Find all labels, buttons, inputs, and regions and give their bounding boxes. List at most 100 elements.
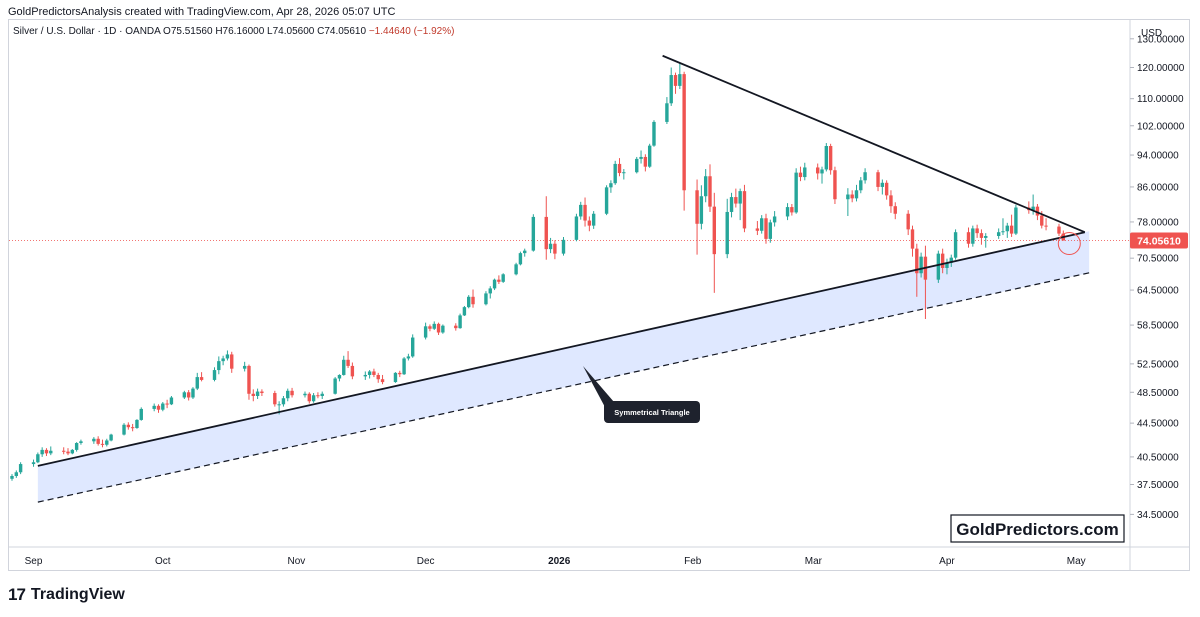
candle-up[interactable] xyxy=(1001,231,1005,233)
chart-frame[interactable] xyxy=(8,19,1190,571)
candle-up[interactable] xyxy=(949,257,953,263)
candle-up[interactable] xyxy=(501,274,505,282)
candle-up[interactable] xyxy=(105,440,109,445)
candle-down[interactable] xyxy=(583,204,587,221)
candle-up[interactable] xyxy=(488,288,492,294)
candle-up[interactable] xyxy=(561,239,566,254)
candle-down[interactable] xyxy=(734,197,738,204)
candle-up[interactable] xyxy=(18,464,23,473)
candle-down[interactable] xyxy=(910,229,915,249)
candle-up[interactable] xyxy=(669,75,673,104)
candle-up[interactable] xyxy=(492,279,497,289)
candle-down[interactable] xyxy=(471,296,475,305)
candle-up[interactable] xyxy=(402,358,406,375)
candle-down[interactable] xyxy=(273,393,277,405)
candle-down[interactable] xyxy=(893,206,897,214)
candle-down[interactable] xyxy=(755,228,760,231)
candle-down[interactable] xyxy=(850,194,854,199)
candle-up[interactable] xyxy=(984,235,988,238)
candle-up[interactable] xyxy=(703,176,708,197)
candle-down[interactable] xyxy=(130,427,135,429)
candle-up[interactable] xyxy=(191,388,195,398)
candle-up[interactable] xyxy=(919,256,923,274)
candle-up[interactable] xyxy=(699,196,704,224)
candle-down[interactable] xyxy=(544,216,548,250)
candle-up[interactable] xyxy=(462,307,467,316)
candle-down[interactable] xyxy=(372,371,376,375)
candle-up[interactable] xyxy=(342,359,346,375)
candle-up[interactable] xyxy=(863,172,867,181)
candle-up[interactable] xyxy=(622,172,626,174)
candle-down[interactable] xyxy=(884,182,889,196)
candle-down[interactable] xyxy=(708,176,712,207)
candle-down[interactable] xyxy=(966,232,971,244)
candle-down[interactable] xyxy=(712,206,717,255)
parallel-dashed-line[interactable] xyxy=(37,272,1090,503)
candle-down[interactable] xyxy=(1009,225,1014,234)
candle-up[interactable] xyxy=(665,103,669,122)
candle-up[interactable] xyxy=(574,216,579,240)
candle-down[interactable] xyxy=(380,379,385,383)
candle-up[interactable] xyxy=(759,218,764,231)
candle-down[interactable] xyxy=(350,365,355,377)
candle-up[interactable] xyxy=(36,454,40,463)
candle-up[interactable] xyxy=(135,419,139,429)
candle-down[interactable] xyxy=(695,190,699,224)
candle-up[interactable] xyxy=(647,145,652,167)
candle-up[interactable] xyxy=(74,443,79,450)
candle-down[interactable] xyxy=(816,167,820,174)
candle-up[interactable] xyxy=(79,441,83,444)
candle-down[interactable] xyxy=(44,449,49,454)
candle-down[interactable] xyxy=(1040,215,1044,226)
candle-down[interactable] xyxy=(199,377,204,380)
candle-up[interactable] xyxy=(320,393,324,396)
tradingview-logo[interactable]: 17 TradingView xyxy=(8,585,125,605)
candle-down[interactable] xyxy=(436,323,441,333)
candle-up[interactable] xyxy=(139,408,143,420)
candle-down[interactable] xyxy=(290,390,294,396)
candle-down[interactable] xyxy=(251,393,255,396)
candle-up[interactable] xyxy=(514,264,518,275)
candle-up[interactable] xyxy=(725,211,729,255)
candle-up[interactable] xyxy=(49,450,53,454)
candle-up[interactable] xyxy=(971,228,975,244)
candle-down[interactable] xyxy=(307,393,311,402)
upper-trendline[interactable] xyxy=(662,54,1086,234)
candle-up[interactable] xyxy=(169,397,174,405)
candle-down[interactable] xyxy=(876,172,880,187)
candle-down[interactable] xyxy=(790,207,794,213)
candle-down[interactable] xyxy=(346,359,350,366)
candle-up[interactable] xyxy=(212,370,217,380)
candle-down[interactable] xyxy=(833,170,837,200)
candle-down[interactable] xyxy=(975,228,979,234)
candle-up[interactable] xyxy=(591,213,596,226)
candle-up[interactable] xyxy=(936,253,941,280)
candle-down[interactable] xyxy=(100,443,105,445)
candle-up[interactable] xyxy=(467,296,471,308)
candle-up[interactable] xyxy=(225,354,230,359)
candle-up[interactable] xyxy=(31,462,36,465)
candle-up[interactable] xyxy=(40,449,44,455)
candle-up[interactable] xyxy=(824,146,829,170)
candle-up[interactable] xyxy=(579,204,583,217)
candle-down[interactable] xyxy=(376,374,380,380)
candle-up[interactable] xyxy=(255,391,260,396)
candle-up[interactable] xyxy=(70,449,75,454)
candle-up[interactable] xyxy=(729,197,734,212)
candle-up[interactable] xyxy=(531,216,536,251)
candle-down[interactable] xyxy=(587,220,592,226)
candle-up[interactable] xyxy=(846,194,850,200)
candle-up[interactable] xyxy=(423,326,428,338)
candle-up[interactable] xyxy=(363,374,368,377)
candle-up[interactable] xyxy=(794,172,798,213)
candle-down[interactable] xyxy=(742,191,747,229)
candle-up[interactable] xyxy=(441,325,445,333)
candle-up[interactable] xyxy=(432,323,436,329)
candle-up[interactable] xyxy=(996,232,1001,236)
candle-up[interactable] xyxy=(639,156,643,159)
candle-down[interactable] xyxy=(553,243,557,254)
candle-up[interactable] xyxy=(303,393,307,396)
candle-down[interactable] xyxy=(764,218,768,239)
candle-up[interactable] xyxy=(484,293,488,305)
candle-down[interactable] xyxy=(940,253,945,268)
